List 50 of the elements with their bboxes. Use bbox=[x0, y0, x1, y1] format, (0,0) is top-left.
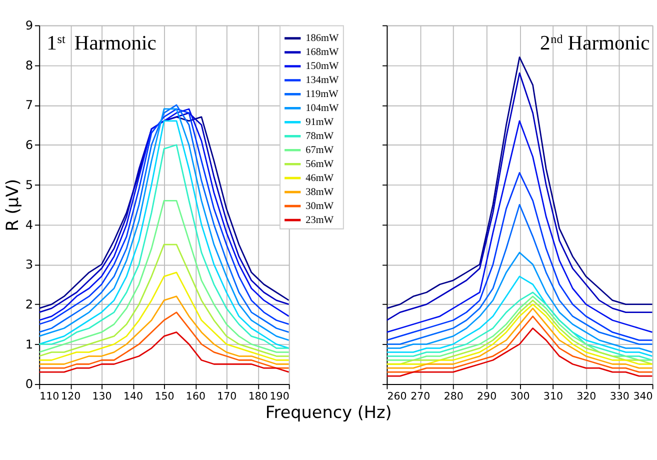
x-tick-label: 180 bbox=[248, 390, 268, 402]
legend-label: 78mW bbox=[306, 130, 334, 142]
x-tick-label: 130 bbox=[92, 390, 112, 402]
x-tick-label: 330 bbox=[610, 390, 630, 402]
y-tick-label: 6 bbox=[25, 138, 34, 152]
legend-label: 38mW bbox=[306, 186, 334, 198]
legend-label: 56mW bbox=[306, 158, 334, 170]
x-tick-label: 300 bbox=[510, 390, 530, 402]
legend-label: 119mW bbox=[306, 89, 339, 100]
legend-label: 104mW bbox=[306, 103, 340, 114]
legend-label: 91mW bbox=[306, 116, 334, 128]
x-tick-label: 110 bbox=[40, 390, 60, 402]
legend-label: 30mW bbox=[306, 200, 334, 212]
y-tick-label: 9 bbox=[25, 18, 34, 32]
y-tick-label: 1 bbox=[25, 337, 34, 352]
x-tick-label: 270 bbox=[410, 390, 430, 402]
legend-label: 186mW bbox=[306, 33, 340, 44]
y-tick-label: 5 bbox=[25, 178, 34, 192]
y-tick-label: 2 bbox=[25, 298, 34, 312]
x-tick-label: 140 bbox=[123, 390, 144, 402]
x-tick-label: 280 bbox=[444, 390, 464, 402]
legend-label: 134mW bbox=[306, 75, 340, 86]
line-series bbox=[39, 244, 289, 357]
x-tick-label: 150 bbox=[154, 390, 174, 402]
x-tick-label: 260 bbox=[387, 390, 407, 402]
x-tick-label: 190 bbox=[270, 390, 290, 402]
line-series bbox=[39, 200, 289, 353]
y-tick-label: 3 bbox=[25, 258, 34, 272]
x-tick-label: 310 bbox=[543, 390, 563, 402]
x-tick-label: 340 bbox=[633, 390, 653, 402]
y-tick-label: 7 bbox=[25, 98, 34, 112]
legend-label: 46mW bbox=[306, 172, 334, 184]
legend-label: 168mW bbox=[306, 47, 340, 58]
y-tick-label: 0 bbox=[25, 377, 34, 392]
y-axis-title: R (μV) bbox=[2, 179, 22, 232]
line-series bbox=[39, 272, 289, 361]
x-tick-label: 160 bbox=[186, 390, 206, 402]
line-series bbox=[39, 332, 289, 373]
x-tick-label: 170 bbox=[217, 390, 237, 402]
y-tick-label: 4 bbox=[25, 218, 34, 232]
line-series bbox=[39, 312, 289, 369]
x-tick-label: 320 bbox=[576, 390, 596, 402]
x-tick-label: 290 bbox=[477, 390, 497, 402]
line-series bbox=[39, 296, 289, 365]
y-tick-label: 8 bbox=[25, 58, 34, 72]
legend-label: 23mW bbox=[306, 214, 334, 226]
x-tick-label: 120 bbox=[61, 390, 81, 402]
x-axis-title: Frequency (Hz) bbox=[265, 402, 392, 422]
legend-label: 67mW bbox=[306, 144, 334, 156]
legend-label: 150mW bbox=[306, 61, 340, 72]
